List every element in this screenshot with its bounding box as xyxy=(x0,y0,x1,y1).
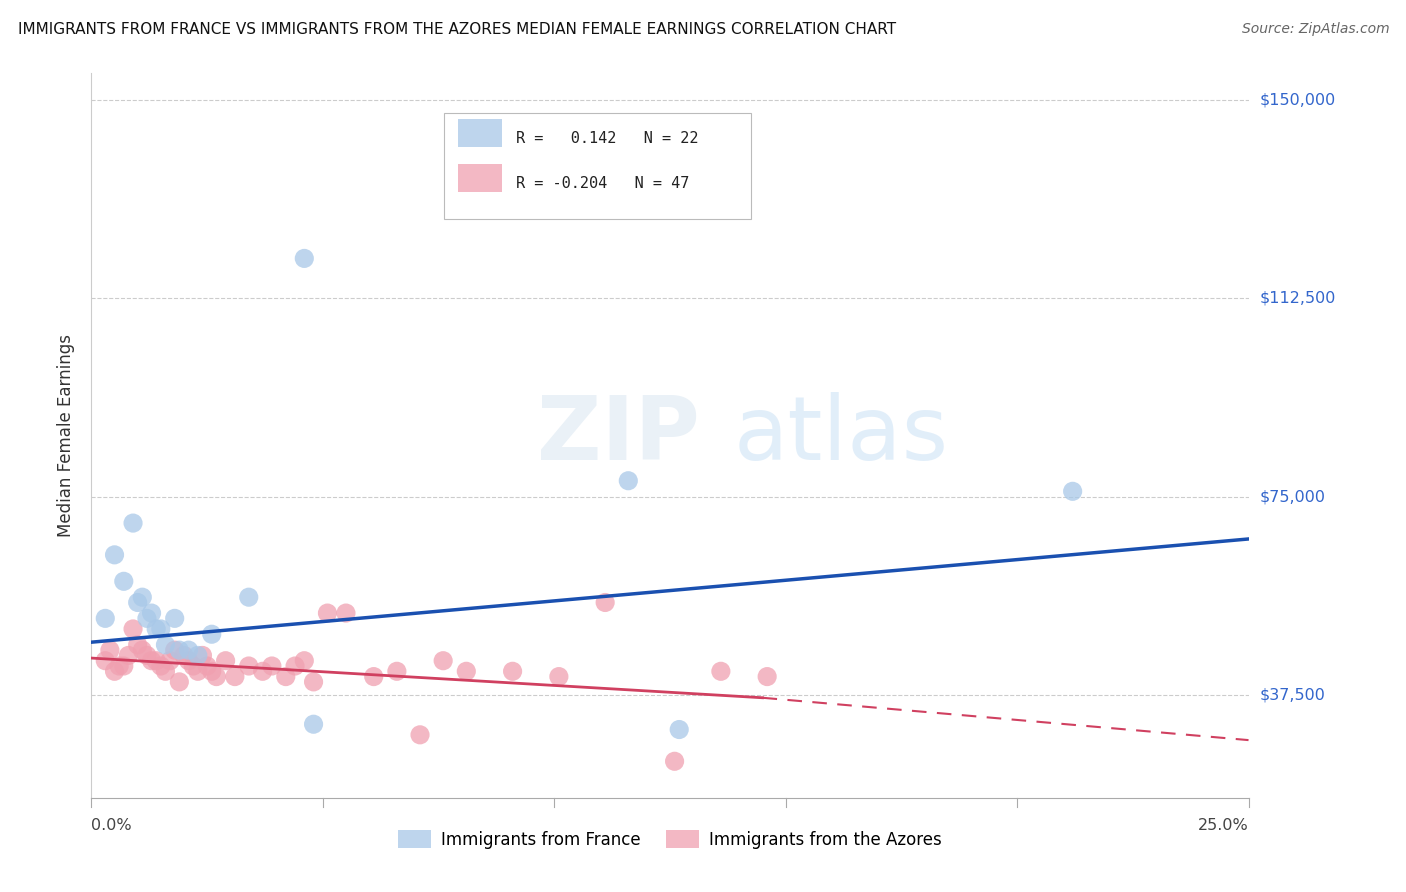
Point xyxy=(98,643,121,657)
Point xyxy=(169,674,191,689)
Point xyxy=(385,665,408,679)
Text: $112,500: $112,500 xyxy=(1260,291,1336,306)
Point xyxy=(145,622,167,636)
Point xyxy=(547,670,569,684)
Text: 25.0%: 25.0% xyxy=(1198,818,1249,833)
Point xyxy=(127,595,149,609)
Point xyxy=(292,654,315,668)
Point xyxy=(335,606,357,620)
Point xyxy=(136,648,159,663)
Point xyxy=(173,648,195,663)
Point xyxy=(668,723,690,737)
Text: $75,000: $75,000 xyxy=(1260,489,1326,504)
Text: Source: ZipAtlas.com: Source: ZipAtlas.com xyxy=(1241,22,1389,37)
Point xyxy=(181,659,204,673)
Point xyxy=(155,665,177,679)
Point xyxy=(432,654,454,668)
Point xyxy=(363,670,385,684)
Point xyxy=(195,659,218,673)
Point xyxy=(141,606,163,620)
Point xyxy=(117,648,139,663)
Point xyxy=(224,670,246,684)
Point xyxy=(149,659,172,673)
Point xyxy=(617,474,640,488)
Point xyxy=(664,754,686,768)
Point xyxy=(710,665,733,679)
Point xyxy=(155,638,177,652)
Text: atlas: atlas xyxy=(734,392,949,479)
Point xyxy=(159,654,181,668)
Point xyxy=(103,665,125,679)
Point xyxy=(191,648,214,663)
Point xyxy=(187,648,209,663)
Point xyxy=(756,670,779,684)
Point xyxy=(201,665,224,679)
Point xyxy=(169,643,191,657)
Point xyxy=(122,516,145,530)
Point xyxy=(177,654,200,668)
Point xyxy=(274,670,297,684)
Point xyxy=(205,670,228,684)
Point xyxy=(1062,484,1084,499)
Point xyxy=(214,654,236,668)
Point xyxy=(127,638,149,652)
Point xyxy=(112,659,135,673)
Point xyxy=(94,611,117,625)
Point xyxy=(302,717,325,731)
Point xyxy=(238,659,260,673)
Point xyxy=(201,627,224,641)
Point xyxy=(187,665,209,679)
Point xyxy=(136,611,159,625)
Point xyxy=(302,674,325,689)
Point xyxy=(103,548,125,562)
Text: 0.0%: 0.0% xyxy=(91,818,132,833)
Legend: Immigrants from France, Immigrants from the Azores: Immigrants from France, Immigrants from … xyxy=(391,823,949,855)
Point xyxy=(284,659,307,673)
Point xyxy=(252,665,274,679)
Point xyxy=(131,643,153,657)
Point xyxy=(177,643,200,657)
Point xyxy=(409,728,432,742)
Point xyxy=(141,654,163,668)
Point xyxy=(122,622,145,636)
Point xyxy=(316,606,339,620)
Point xyxy=(145,654,167,668)
Y-axis label: Median Female Earnings: Median Female Earnings xyxy=(56,334,75,537)
Text: R = -0.204   N = 47: R = -0.204 N = 47 xyxy=(516,176,689,191)
Point xyxy=(112,574,135,589)
Point xyxy=(593,595,616,609)
FancyBboxPatch shape xyxy=(444,113,751,219)
Point xyxy=(238,590,260,604)
Text: $150,000: $150,000 xyxy=(1260,92,1336,107)
Point xyxy=(163,643,186,657)
Point xyxy=(456,665,478,679)
Point xyxy=(502,665,524,679)
Point xyxy=(260,659,283,673)
Point xyxy=(292,252,315,266)
Point xyxy=(149,622,172,636)
Text: $37,500: $37,500 xyxy=(1260,688,1326,703)
Point xyxy=(163,611,186,625)
FancyBboxPatch shape xyxy=(458,120,502,147)
Text: IMMIGRANTS FROM FRANCE VS IMMIGRANTS FROM THE AZORES MEDIAN FEMALE EARNINGS CORR: IMMIGRANTS FROM FRANCE VS IMMIGRANTS FRO… xyxy=(18,22,897,37)
Text: R =   0.142   N = 22: R = 0.142 N = 22 xyxy=(516,131,699,145)
Point xyxy=(131,590,153,604)
Point xyxy=(94,654,117,668)
Point xyxy=(108,659,131,673)
FancyBboxPatch shape xyxy=(458,164,502,192)
Text: ZIP: ZIP xyxy=(537,392,700,479)
